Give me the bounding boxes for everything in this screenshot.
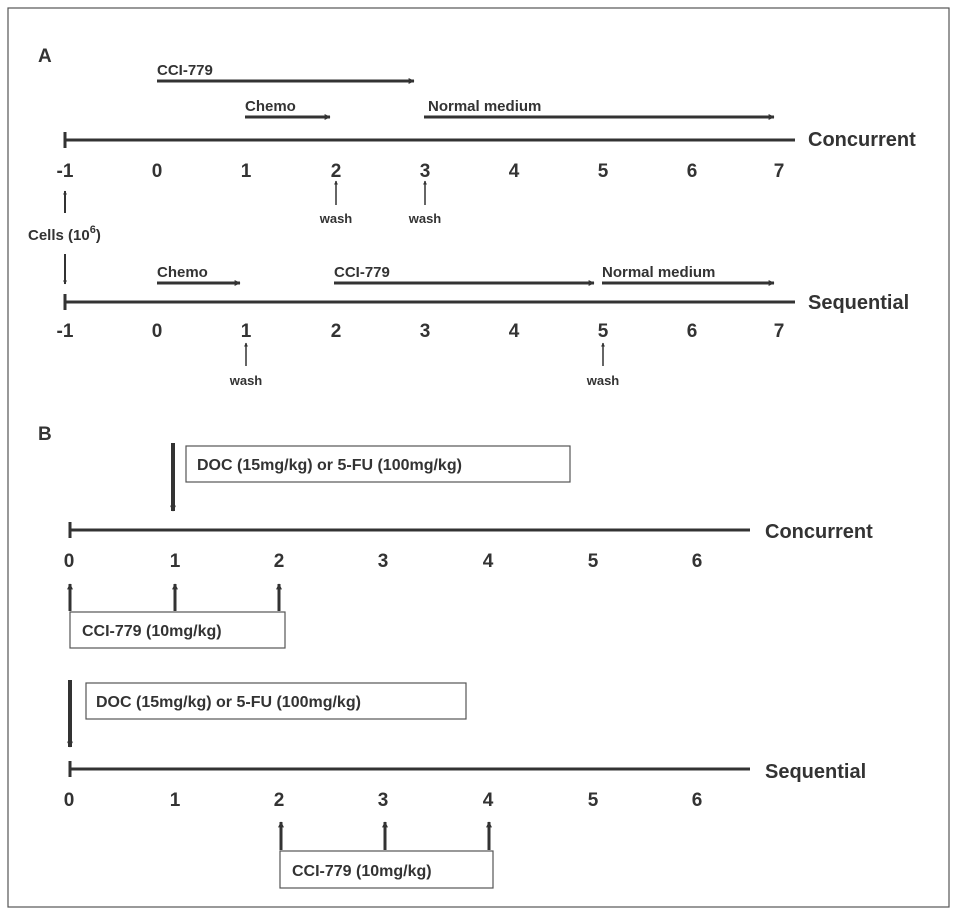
cci779-dose-label: CCI-779 (10mg/kg) bbox=[82, 623, 222, 640]
tick-label: -1 bbox=[57, 321, 74, 342]
tick-label: 4 bbox=[483, 551, 494, 572]
chemo-dose-label: DOC (15mg/kg) or 5-FU (100mg/kg) bbox=[197, 457, 462, 474]
wash-label: wash bbox=[408, 211, 442, 226]
concurrent-mode-label: Concurrent bbox=[808, 129, 916, 151]
normal-medium-label: Normal medium bbox=[428, 98, 541, 115]
tick-label: 1 bbox=[170, 790, 181, 811]
tick-label: 5 bbox=[588, 551, 599, 572]
tick-label: 0 bbox=[152, 161, 163, 182]
chemo-dose-label: DOC (15mg/kg) or 5-FU (100mg/kg) bbox=[96, 694, 361, 711]
chemo-dose-box bbox=[185, 445, 571, 483]
panel-a-label: A bbox=[38, 46, 52, 67]
tick-label: -1 bbox=[57, 161, 74, 182]
cci779-dose-label: CCI-779 (10mg/kg) bbox=[292, 863, 432, 880]
tick-label: 2 bbox=[274, 790, 285, 811]
cci779-dose-box bbox=[279, 850, 494, 889]
chemo-label: Chemo bbox=[157, 264, 208, 281]
tick-label: 4 bbox=[509, 161, 520, 182]
tick-label: 2 bbox=[274, 551, 285, 572]
cells-seeding: Cells (106) bbox=[28, 190, 101, 285]
tick-label: 6 bbox=[692, 551, 703, 572]
tick-label: 5 bbox=[598, 161, 609, 182]
chemo-label: Chemo bbox=[245, 98, 296, 115]
concurrent-mode-label: Concurrent bbox=[765, 521, 873, 543]
normal-medium-label: Normal medium bbox=[602, 264, 715, 281]
sequential-mode-label: Sequential bbox=[765, 761, 866, 783]
tick-label: 0 bbox=[152, 321, 163, 342]
panel-a-concurrent: CCI-779 Chemo Normal medium Concurrent -… bbox=[57, 62, 917, 226]
panel-b-label: B bbox=[38, 424, 52, 445]
panel-b-concurrent: DOC (15mg/kg) or 5-FU (100mg/kg) Concurr… bbox=[64, 443, 873, 649]
tick-label: 0 bbox=[64, 551, 75, 572]
tick-label: 5 bbox=[588, 790, 599, 811]
panel-a-sequential: Chemo CCI-779 Normal medium Sequential -… bbox=[57, 264, 910, 388]
tick-label: 3 bbox=[378, 790, 389, 811]
tick-label: 7 bbox=[774, 161, 785, 182]
tick-label: 4 bbox=[509, 321, 520, 342]
tick-label: 6 bbox=[692, 790, 703, 811]
tick-label: 0 bbox=[64, 790, 75, 811]
sequential-mode-label: Sequential bbox=[808, 292, 909, 314]
cci779-dose-box bbox=[69, 611, 286, 649]
wash-label: wash bbox=[319, 211, 353, 226]
tick-label: 2 bbox=[331, 321, 342, 342]
wash-label: wash bbox=[229, 373, 263, 388]
panel-b-sequential: DOC (15mg/kg) or 5-FU (100mg/kg) Sequent… bbox=[64, 680, 866, 889]
tick-label: 5 bbox=[598, 321, 609, 342]
chemo-dose-box bbox=[85, 682, 467, 720]
cci779-label: CCI-779 bbox=[334, 264, 390, 281]
tick-label: 6 bbox=[687, 321, 698, 342]
tick-label: 3 bbox=[420, 161, 431, 182]
tick-label: 2 bbox=[331, 161, 342, 182]
wash-label: wash bbox=[586, 373, 620, 388]
tick-label: 1 bbox=[170, 551, 181, 572]
tick-label: 3 bbox=[420, 321, 431, 342]
cells-label: Cells (106) bbox=[28, 224, 101, 244]
tick-label: 7 bbox=[774, 321, 785, 342]
cci779-label: CCI-779 bbox=[157, 62, 213, 79]
tick-label: 3 bbox=[378, 551, 389, 572]
tick-label: 4 bbox=[483, 790, 494, 811]
tick-label: 1 bbox=[241, 161, 252, 182]
tick-label: 6 bbox=[687, 161, 698, 182]
tick-label: 1 bbox=[241, 321, 252, 342]
